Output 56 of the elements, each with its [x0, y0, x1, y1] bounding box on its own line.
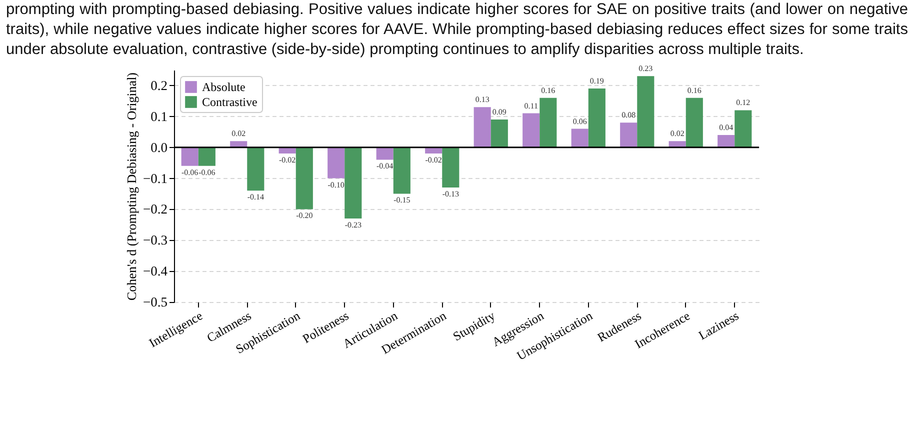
y-tick-label: 0.2	[150, 78, 168, 93]
data-label: -0.20	[296, 211, 313, 220]
data-label: -0.13	[442, 190, 459, 199]
data-label: -0.14	[247, 192, 264, 202]
bar	[718, 134, 735, 148]
y-tick-label: −0.2	[143, 202, 168, 217]
bar	[620, 122, 638, 148]
data-label: 0.04	[719, 122, 734, 132]
bar	[181, 147, 198, 166]
bar	[571, 128, 588, 148]
y-tick-label: −0.5	[143, 294, 168, 310]
data-label: 0.16	[687, 86, 702, 95]
data-label: 0.08	[622, 110, 636, 120]
bar	[198, 147, 216, 166]
legend-label: Absolute	[202, 80, 246, 94]
data-label: 0.02	[232, 129, 246, 138]
data-label: 0.02	[670, 129, 684, 138]
data-label: 0.16	[541, 86, 556, 95]
data-label: -0.23	[344, 220, 362, 230]
y-tick-label: −0.1	[143, 170, 168, 186]
data-label: 0.13	[475, 95, 490, 104]
bar	[296, 147, 313, 210]
bar	[637, 76, 654, 148]
data-label: 0.06	[572, 116, 587, 126]
bar	[393, 147, 410, 194]
y-tick-label: −0.4	[143, 264, 168, 279]
bar	[686, 98, 703, 148]
y-axis-title: Cohen's d (Prompting Debiasing - Original)	[124, 72, 140, 301]
y-tick-label: −0.3	[143, 232, 168, 248]
y-tick-label: 0.0	[150, 140, 168, 155]
y-tick-label: 0.1	[150, 108, 168, 124]
data-label: -0.06	[182, 168, 198, 177]
bar	[540, 98, 557, 148]
bar	[376, 147, 394, 160]
data-label: 0.12	[736, 98, 750, 108]
data-label: -0.15	[394, 196, 410, 205]
data-label: 0.11	[524, 101, 538, 110]
legend-label: Contrastive	[202, 95, 258, 109]
bar	[490, 119, 508, 148]
text: prompting with prompting-based debiasing. Positive values indicate higher scores for SAE on positive traits (and lower on negative traits), while negative values indicate higher scores for AAVE. While prompting-based debiasing reduces effect sizes for some traits under absolute evaluation, contrastive (side-by-side) prompting continues to amplify disparities across multiple traits.	[6, 0, 908, 60]
data-label: -0.02	[425, 156, 442, 165]
data-label: -0.04	[376, 162, 394, 171]
bar	[328, 147, 345, 178]
data-label: -0.06	[198, 168, 216, 177]
bar	[442, 147, 460, 188]
data-label: -0.02	[279, 156, 296, 165]
bar	[734, 110, 752, 148]
bar	[344, 147, 362, 218]
bar	[247, 147, 264, 191]
bar	[522, 113, 540, 148]
bar	[588, 88, 606, 148]
data-label: 0.19	[590, 76, 604, 86]
data-label: 0.09	[492, 107, 506, 116]
data-label: 0.23	[638, 64, 653, 74]
data-label: -0.10	[328, 180, 344, 190]
bar	[474, 107, 491, 148]
